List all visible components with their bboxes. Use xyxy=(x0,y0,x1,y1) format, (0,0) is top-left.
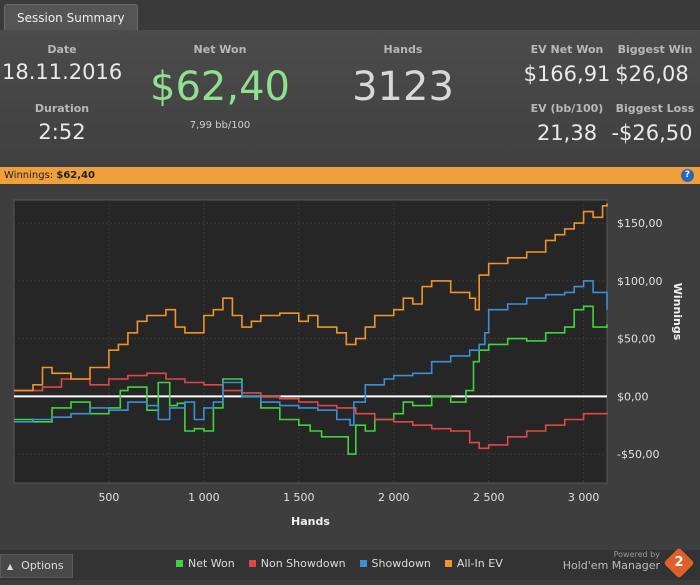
series-line-net-won xyxy=(14,305,608,455)
series-line-all-in-ev xyxy=(14,203,608,392)
series-line-non-showdown xyxy=(14,372,608,450)
y-tick-label: -$50,00 xyxy=(617,448,659,461)
legend-label: Showdown xyxy=(371,557,431,570)
ev-net-won-value: $166,91 xyxy=(523,62,611,86)
options-label: Options xyxy=(21,559,64,572)
net-won-value: $62,40 xyxy=(150,64,290,110)
biggest-win-label: Biggest Win xyxy=(617,43,693,56)
hands-value: 3123 xyxy=(352,64,454,110)
footer: ▲ Options Net Won Non Showdown Showdown All-… xyxy=(0,547,700,580)
ev-bb100-label: EV (bb/100) xyxy=(530,102,604,115)
powered-by-text: Powered by xyxy=(613,550,660,559)
brand-name: Hold'em Manager xyxy=(562,559,660,572)
legend-item[interactable]: Net Won xyxy=(176,557,235,570)
chart-legend: Net Won Non Showdown Showdown All-In EV xyxy=(176,557,517,570)
x-tick-label: 1 500 xyxy=(283,491,315,504)
biggest-win-value: $26,08 xyxy=(615,62,689,86)
y-tick-label: $0,00 xyxy=(617,390,649,403)
winnings-bar: Winnings: $62,40 ? xyxy=(0,167,700,184)
tab-bar: Session Summary xyxy=(0,0,700,31)
chart-area: 500 1 000 1 500 2 000 2 500 3 000 -$50,00 $0,00… xyxy=(0,184,700,550)
legend-item[interactable]: All-In EV xyxy=(444,557,503,570)
options-button[interactable]: ▲ Options xyxy=(0,554,73,578)
winnings-chart: 500 1 000 1 500 2 000 2 500 3 000 -$50,00 $0,00… xyxy=(13,199,684,528)
legend-item[interactable]: Showdown xyxy=(359,557,431,570)
biggest-loss-label: Biggest Loss xyxy=(615,102,695,115)
duration-value: 2:52 xyxy=(38,120,86,144)
x-tick-label: 1 000 xyxy=(188,491,220,504)
x-axis-label: Hands xyxy=(291,515,330,528)
y-axis-label: Winnings xyxy=(671,283,684,341)
help-icon[interactable]: ? xyxy=(681,169,694,182)
y-tick-label: $50,00 xyxy=(617,333,656,346)
series-line-showdown xyxy=(14,280,608,426)
bb100-value: 7,99 bb/100 xyxy=(189,120,251,131)
y-tick-label: $100,00 xyxy=(617,275,663,288)
tab-session-summary[interactable]: Session Summary xyxy=(4,4,138,31)
date-value: 18.11.2016 xyxy=(2,60,123,84)
duration-label: Duration xyxy=(34,102,90,115)
x-tick-label: 500 xyxy=(98,491,119,504)
legend-label: Net Won xyxy=(188,557,235,570)
winnings-label: Winnings: xyxy=(4,170,54,181)
hem2-logo-icon: 2 xyxy=(663,547,695,579)
x-tick-label: 2 000 xyxy=(378,491,410,504)
net-won-label: Net Won xyxy=(193,43,247,56)
ev-bb100-value: 21,38 xyxy=(536,121,598,145)
legend-swatch xyxy=(248,560,256,567)
chevron-up-icon: ▲ xyxy=(7,562,14,571)
biggest-loss-value: -$26,50 xyxy=(611,121,693,145)
x-tick-label: 2 500 xyxy=(473,491,505,504)
legend-swatch xyxy=(444,560,452,567)
plot-area xyxy=(13,199,608,484)
hands-label: Hands xyxy=(383,43,423,56)
legend-swatch xyxy=(359,560,367,567)
session-summary-panel: Date 18.11.2016 Duration 2:52 Net Won $6… xyxy=(0,30,700,167)
legend-swatch xyxy=(176,560,183,567)
y-tick-label: $150,00 xyxy=(617,217,663,230)
winnings-text: Winnings: $62,40 xyxy=(4,167,95,184)
ev-net-won-label: EV Net Won xyxy=(530,43,604,56)
winnings-value: $62,40 xyxy=(56,170,95,181)
date-label: Date xyxy=(47,43,77,56)
legend-label: Non Showdown xyxy=(260,557,346,570)
logo-text: 2 xyxy=(674,555,684,570)
legend-label: All-In EV xyxy=(456,557,503,570)
x-tick-label: 3 000 xyxy=(568,491,600,504)
legend-item[interactable]: Non Showdown xyxy=(248,557,346,570)
